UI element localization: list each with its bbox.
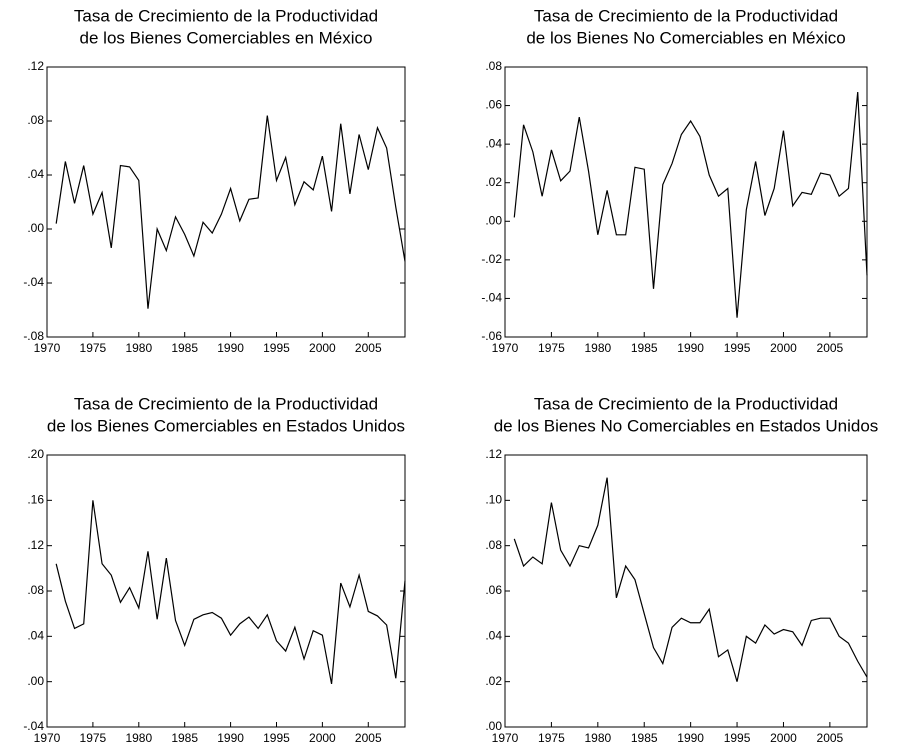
y-tick-label: .08: [27, 113, 44, 127]
x-tick-label: 2000: [309, 731, 336, 745]
y-tick-label: .08: [27, 583, 44, 597]
y-tick-label: .04: [485, 136, 502, 150]
plot-frame: [46, 454, 406, 728]
x-tick-label: 1990: [217, 731, 244, 745]
chart-title: de los Bienes Comerciables en Estados Un…: [47, 416, 405, 435]
x-tick-label: 1980: [584, 341, 611, 355]
x-tick-label: 1995: [263, 341, 290, 355]
y-tick-label: .04: [27, 167, 44, 181]
x-tick-label: 2005: [817, 341, 844, 355]
x-tick-label: 1995: [263, 731, 290, 745]
y-tick-label: .00: [485, 213, 502, 227]
x-tick-label: 2005: [817, 731, 844, 745]
chart-title: de los Bienes No Comerciables en México: [526, 28, 845, 47]
y-tick-label: .06: [485, 98, 502, 112]
y-tick-label: -.06: [481, 329, 502, 343]
x-tick-label: 2005: [355, 341, 382, 355]
x-tick-label: 2000: [309, 341, 336, 355]
y-tick-label: .02: [485, 674, 502, 688]
plot-frame: [504, 66, 868, 338]
x-tick-label: 1970: [492, 731, 519, 745]
y-tick-label: .12: [485, 447, 502, 461]
chart-title: de los Bienes Comerciables en México: [80, 28, 373, 47]
x-tick-label: 1975: [538, 341, 565, 355]
plot-frame: [46, 66, 406, 338]
chart-title: Tasa de Crecimiento de la Productividad: [74, 394, 378, 413]
x-tick-label: 1985: [631, 731, 658, 745]
chart-title: Tasa de Crecimiento de la Productividad: [74, 6, 378, 25]
y-tick-label: .12: [27, 59, 44, 73]
x-tick-label: 1995: [724, 731, 751, 745]
x-tick-label: 1980: [584, 731, 611, 745]
x-tick-label: 1985: [631, 341, 658, 355]
x-tick-label: 1985: [171, 341, 198, 355]
x-tick-label: 1990: [677, 341, 704, 355]
x-tick-label: 2005: [355, 731, 382, 745]
y-tick-label: .02: [485, 175, 502, 189]
y-tick-label: .12: [27, 538, 44, 552]
plot-frame: [504, 454, 868, 728]
x-tick-label: 1980: [125, 731, 152, 745]
chart-title: Tasa de Crecimiento de la Productividad: [534, 6, 838, 25]
x-tick-label: 1990: [677, 731, 704, 745]
x-tick-label: 1970: [492, 341, 519, 355]
y-tick-label: .08: [485, 59, 502, 73]
y-tick-label: -.04: [23, 719, 44, 733]
y-tick-label: .08: [485, 538, 502, 552]
x-tick-label: 2000: [770, 341, 797, 355]
y-tick-label: .20: [27, 447, 44, 461]
chart-title: Tasa de Crecimiento de la Productividad: [534, 394, 838, 413]
x-tick-label: 1970: [34, 341, 61, 355]
data-line: [513, 477, 868, 682]
x-tick-label: 1985: [171, 731, 198, 745]
x-tick-label: 1995: [724, 341, 751, 355]
y-tick-label: -.02: [481, 252, 502, 266]
x-tick-label: 1980: [125, 341, 152, 355]
x-tick-label: 1975: [538, 731, 565, 745]
chart-title: de los Bienes No Comerciables en Estados…: [494, 416, 879, 435]
y-tick-label: .04: [485, 629, 502, 643]
y-tick-label: -.04: [481, 291, 502, 305]
y-tick-label: -.04: [23, 275, 44, 289]
data-line: [55, 115, 406, 309]
y-tick-label: .00: [27, 221, 44, 235]
x-tick-label: 2000: [770, 731, 797, 745]
data-line: [513, 92, 868, 318]
data-line: [55, 500, 406, 685]
y-tick-label: .00: [485, 719, 502, 733]
x-tick-label: 1970: [34, 731, 61, 745]
y-tick-label: .00: [27, 674, 44, 688]
x-tick-label: 1990: [217, 341, 244, 355]
x-tick-label: 1975: [80, 341, 107, 355]
y-tick-label: .04: [27, 629, 44, 643]
y-tick-label: .06: [485, 583, 502, 597]
x-tick-label: 1975: [80, 731, 107, 745]
y-tick-label: .10: [485, 493, 502, 507]
y-tick-label: .16: [27, 493, 44, 507]
y-tick-label: -.08: [23, 329, 44, 343]
